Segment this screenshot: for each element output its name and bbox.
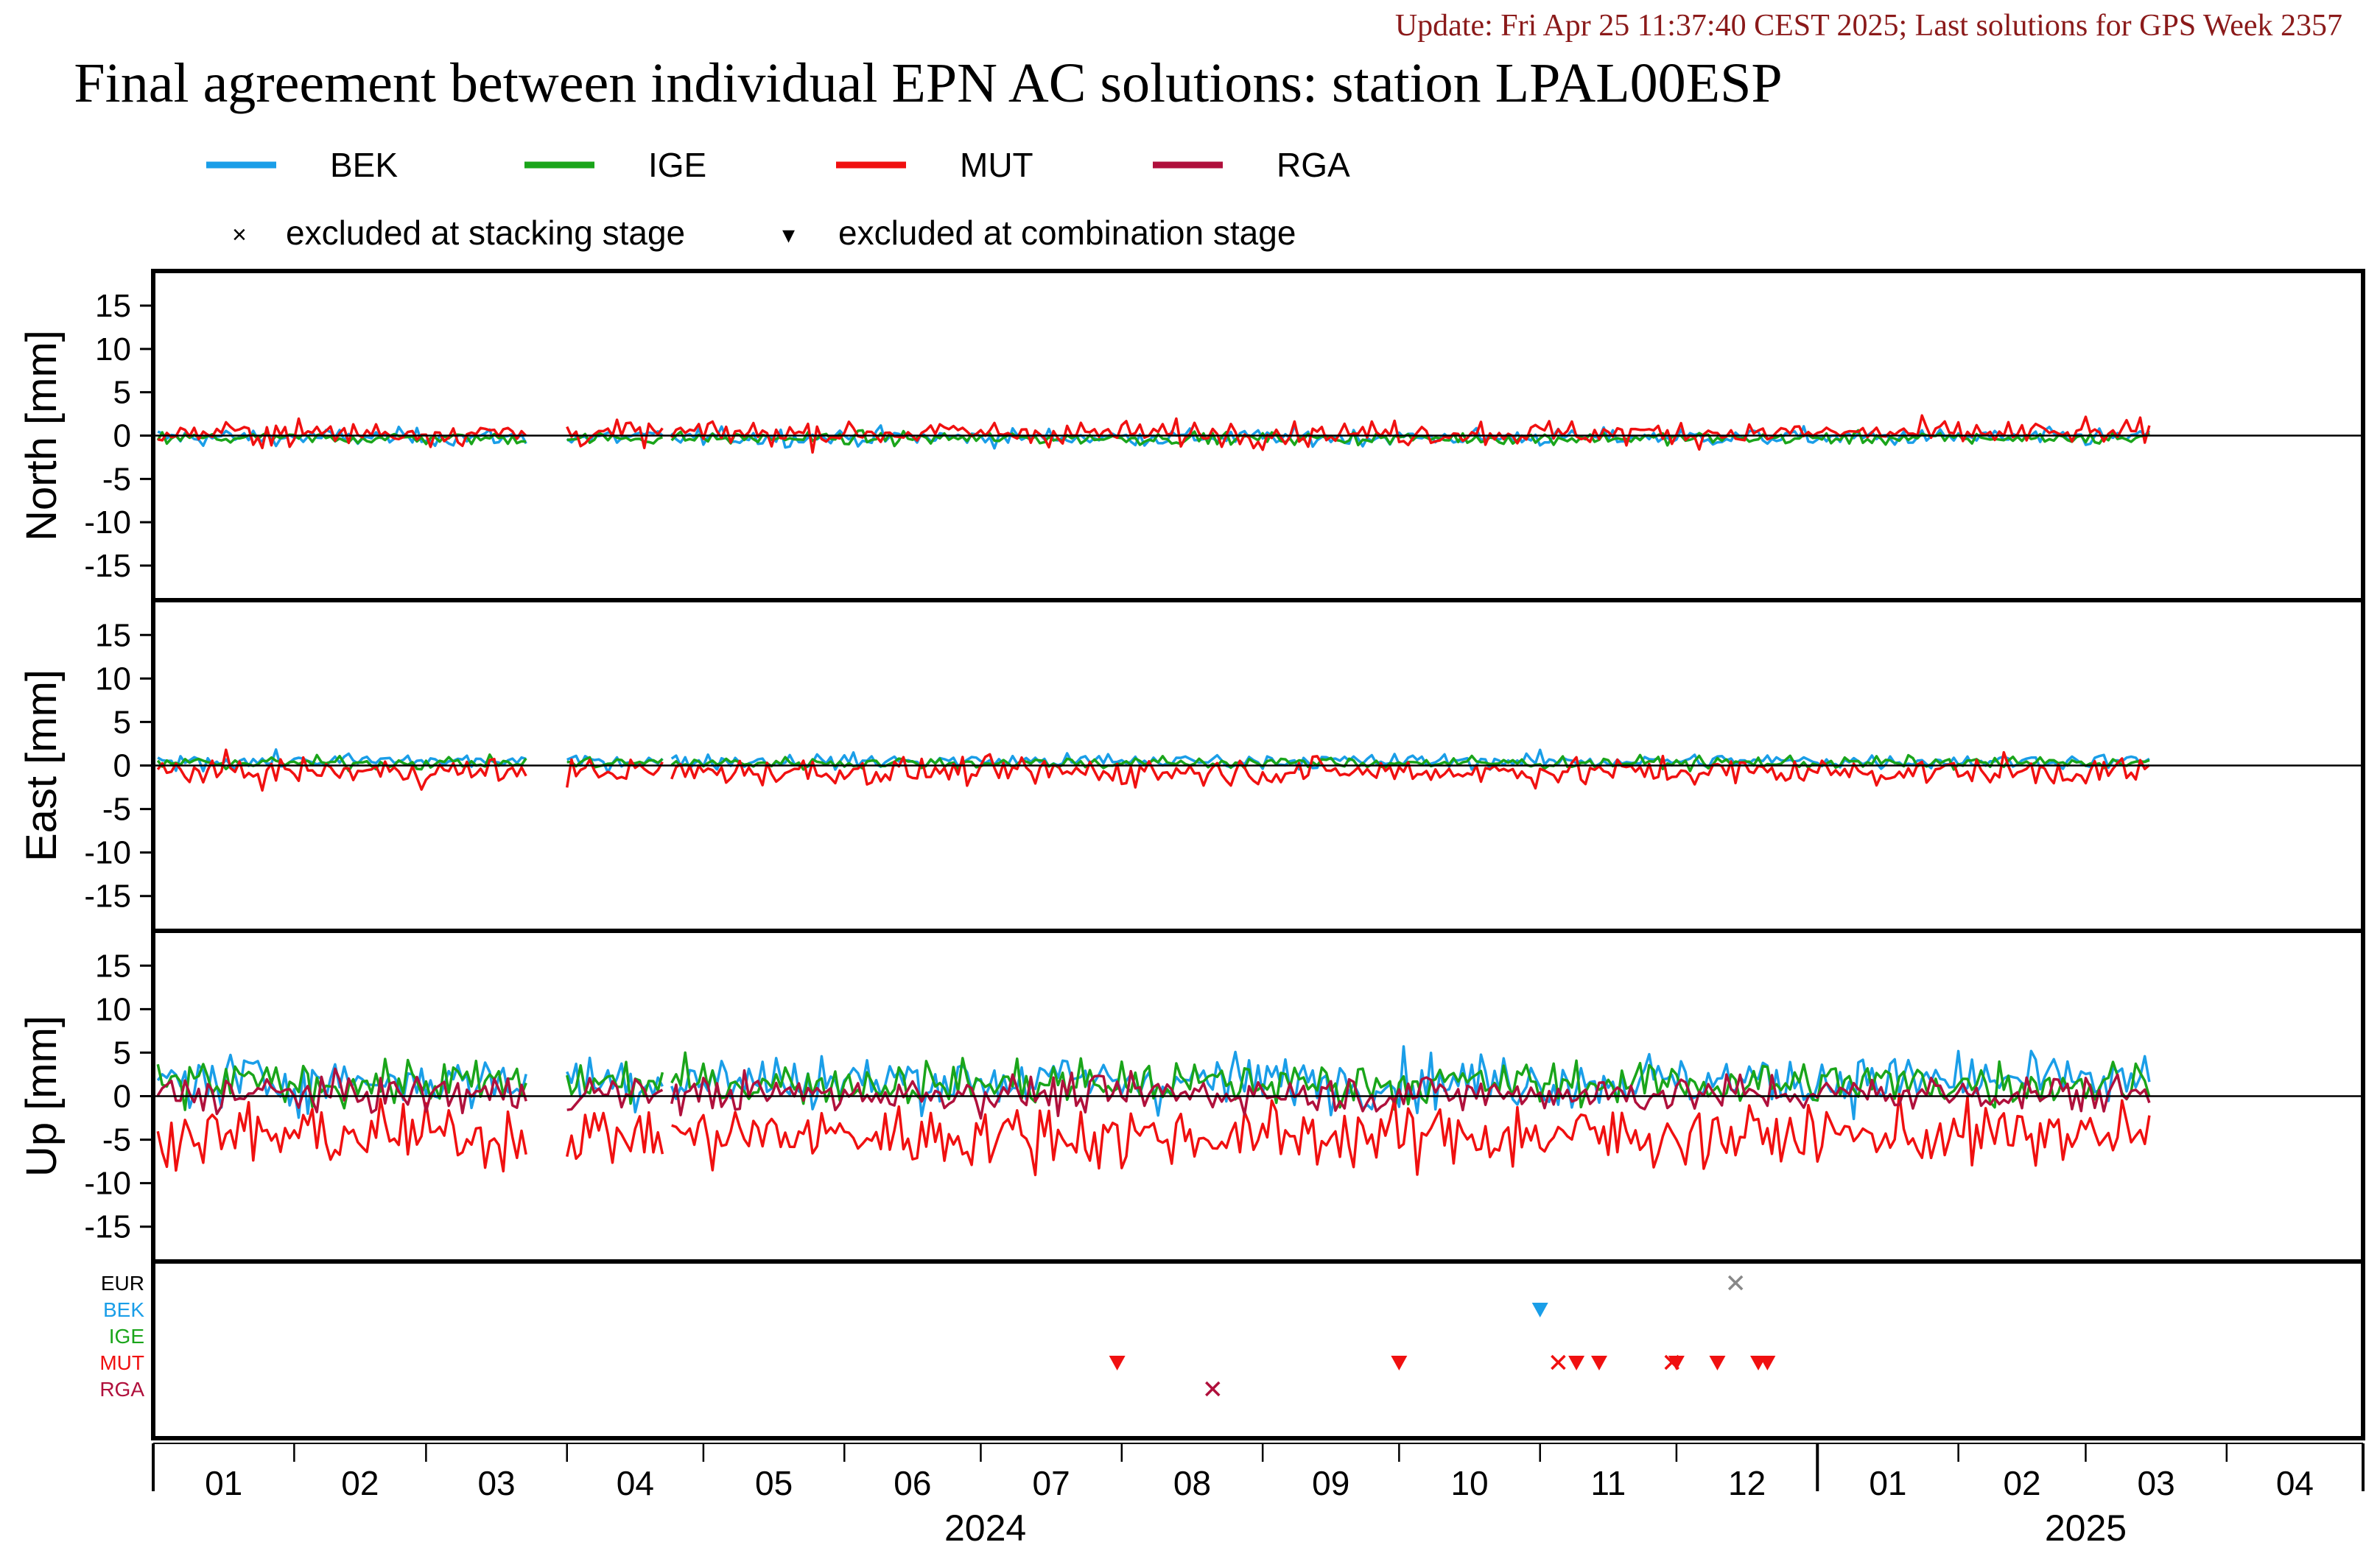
ytick-label-north: 5 xyxy=(113,375,131,411)
ylabel-up: Up [mm] xyxy=(18,1016,66,1177)
ytick-label-east: 0 xyxy=(113,748,131,784)
x-axis: 01 02 03 04 05 06 07 08 09 10 11 12 01 02 03 04 2024 2025 xyxy=(152,1443,2365,1545)
stacking-label: excluded at stacking stage xyxy=(286,214,685,252)
x-month-label: 07 xyxy=(1033,1464,1070,1502)
x-month-label: 04 xyxy=(2276,1464,2314,1502)
x-month-label: 05 xyxy=(755,1464,793,1502)
x-year-label: 2024 xyxy=(944,1507,1026,1545)
x-month-label: 06 xyxy=(894,1464,931,1502)
ytick-label-up: 10 xyxy=(95,991,131,1027)
x-month-label: 10 xyxy=(1450,1464,1488,1502)
panel-east: 15 10 5 0 -5 -10 -15 East [mm] xyxy=(18,598,2365,933)
legend-label-mut: MUT xyxy=(960,146,1033,184)
x-month-label: 12 xyxy=(1728,1464,1766,1502)
plot-panels: 15 10 5 0 -5 -10 -15 North [mm] 15 10 5 0 -5 -10 -15 Ea… xyxy=(18,269,2365,1264)
legend: BEK IGE MUT RGA × excluded at stacking stage ▾… xyxy=(206,146,1350,252)
ylabel-north: North [mm] xyxy=(18,330,66,541)
ytick-label-east: -10 xyxy=(84,835,131,871)
ytick-label-up: 15 xyxy=(95,948,131,984)
exclusion-row-label-ige: IGE xyxy=(109,1325,144,1348)
exclusion-marker-stacking xyxy=(1205,1381,1221,1397)
exclusion-panel: EUR BEK IGE MUT RGA xyxy=(99,1259,2365,1440)
exclusion-marker-stacking xyxy=(1551,1354,1566,1370)
ytick-label-north: 10 xyxy=(95,331,131,367)
exclusion-row-label-mut: MUT xyxy=(99,1351,144,1374)
exclusion-marker-combination xyxy=(1391,1356,1408,1370)
series-east-mut xyxy=(156,748,2151,792)
ytick-label-north: -15 xyxy=(84,548,131,584)
exclusion-marker-combination xyxy=(1531,1303,1548,1317)
ytick-label-up: -15 xyxy=(84,1209,131,1245)
legend-label-ige: IGE xyxy=(648,146,706,184)
chart-title: Final agreement between individual EPN A… xyxy=(74,52,1782,114)
combination-label: excluded at combination stage xyxy=(838,214,1296,252)
exclusion-marker-stacking xyxy=(1727,1275,1744,1291)
ytick-label-up: 5 xyxy=(113,1035,131,1071)
x-month-label: 01 xyxy=(205,1464,242,1502)
ytick-label-north: -10 xyxy=(84,504,131,541)
ylabel-east: East [mm] xyxy=(18,669,66,862)
panel-north: 15 10 5 0 -5 -10 -15 North [mm] xyxy=(18,269,2365,602)
exclusion-marker-combination xyxy=(1759,1356,1776,1370)
ytick-label-east: 5 xyxy=(113,704,131,740)
x-month-label: 04 xyxy=(617,1464,654,1502)
ytick-label-east: -15 xyxy=(84,879,131,915)
exclusion-row-label-rga: RGA xyxy=(99,1378,144,1401)
x-month-label: 11 xyxy=(1590,1464,1626,1502)
legend-label-bek: BEK xyxy=(330,146,398,184)
ytick-label-up: -5 xyxy=(102,1122,131,1158)
series-up-mut xyxy=(156,1093,2151,1177)
ytick-label-east: 15 xyxy=(95,617,131,653)
exclusion-marker-combination xyxy=(1668,1356,1685,1370)
update-text: Update: Fri Apr 25 11:37:40 CEST 2025; L… xyxy=(1395,9,2342,43)
ytick-label-east: 10 xyxy=(95,661,131,697)
exclusion-marker-combination xyxy=(1709,1356,1726,1370)
exclusion-marker-combination xyxy=(1568,1356,1585,1370)
x-month-label: 03 xyxy=(2138,1464,2175,1502)
exclusion-row-label-eur: EUR xyxy=(101,1272,144,1295)
legend-label-rga: RGA xyxy=(1277,146,1350,184)
ytick-label-up: 0 xyxy=(113,1079,131,1115)
x-month-label: 01 xyxy=(1869,1464,1906,1502)
ytick-label-north: 0 xyxy=(113,418,131,454)
combination-symbol: ▾ xyxy=(782,221,795,249)
x-year-label: 2025 xyxy=(2045,1507,2127,1545)
panel-up: 15 10 5 0 -5 -10 -15 Up [mm] xyxy=(18,929,2365,1264)
x-month-label: 03 xyxy=(477,1464,515,1502)
x-month-label: 02 xyxy=(2003,1464,2040,1502)
x-month-label: 02 xyxy=(341,1464,379,1502)
stacking-symbol: × xyxy=(232,221,247,249)
exclusion-marker-combination xyxy=(1109,1356,1126,1370)
ytick-label-north: -5 xyxy=(102,461,131,497)
ytick-label-up: -10 xyxy=(84,1166,131,1202)
x-month-label: 09 xyxy=(1312,1464,1349,1502)
x-month-label: 08 xyxy=(1173,1464,1211,1502)
ytick-label-north: 15 xyxy=(95,288,131,324)
ytick-label-east: -5 xyxy=(102,792,131,828)
exclusion-marker-combination xyxy=(1590,1356,1607,1370)
exclusion-frame xyxy=(151,1259,2365,1440)
exclusion-row-label-bek: BEK xyxy=(103,1298,144,1321)
